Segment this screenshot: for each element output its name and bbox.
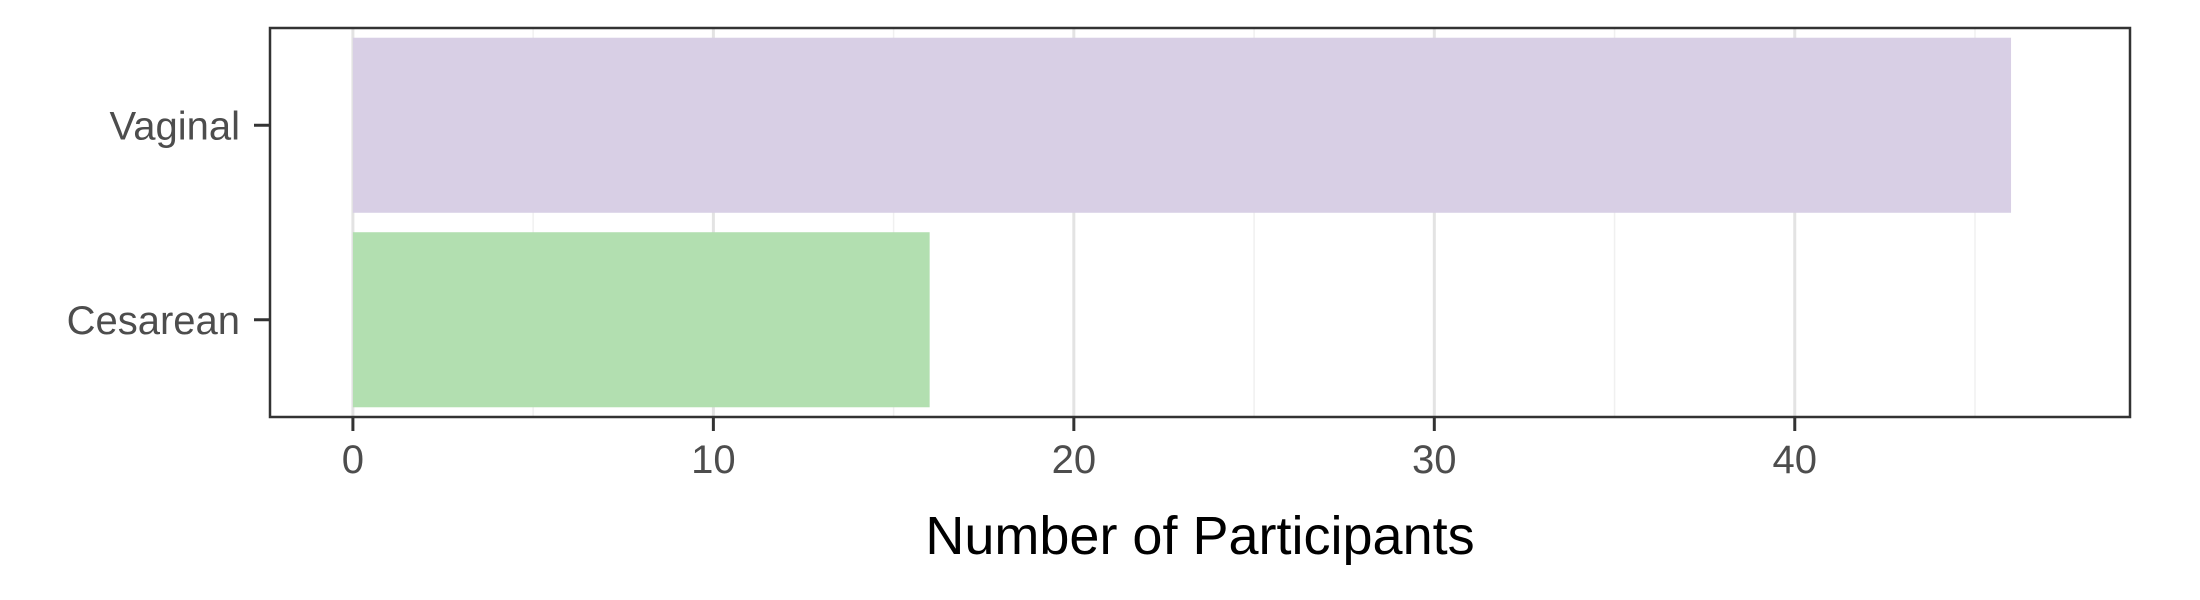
panel-border [268, 26, 2132, 419]
bar-vaginal [352, 37, 2012, 213]
x-tick-label: 30 [1412, 438, 1457, 482]
x-tick-label: 20 [1052, 438, 1097, 482]
y-axis: Vaginal Cesarean [67, 104, 270, 343]
y-tick-label: Cesarean [67, 299, 240, 343]
x-tick-label: 40 [1773, 438, 1818, 482]
y-tick-label: Vaginal [110, 104, 240, 148]
bars-layer [352, 37, 2012, 408]
bar-cesarean [352, 232, 930, 408]
x-axis-title: Number of Participants [925, 506, 1474, 566]
x-tick-label: 0 [342, 438, 364, 482]
x-tick-label: 10 [691, 438, 736, 482]
x-axis: 0 10 20 30 40 [342, 417, 1817, 482]
